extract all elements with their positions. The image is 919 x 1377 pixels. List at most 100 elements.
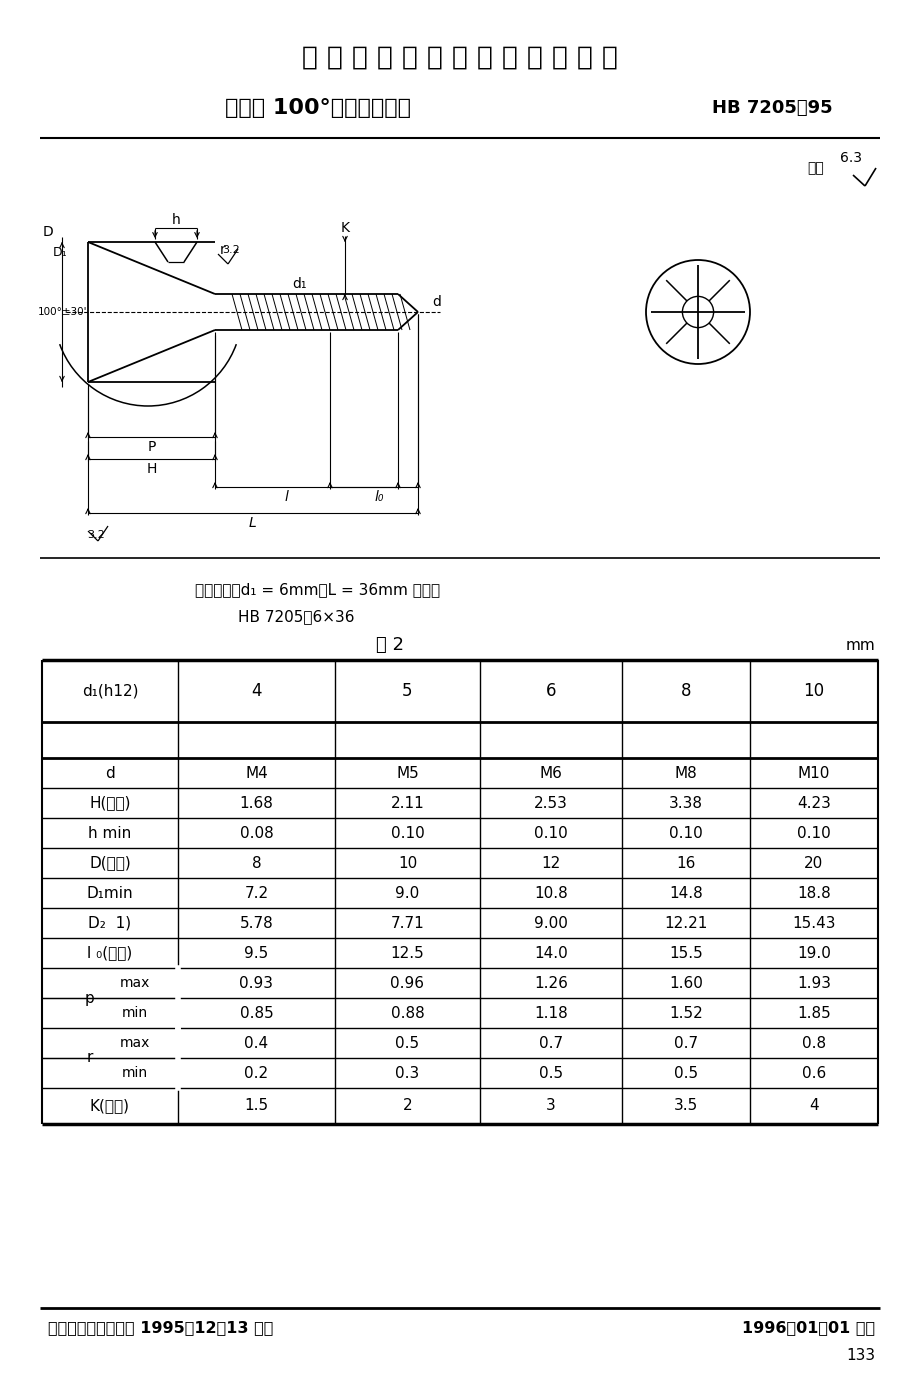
Text: 9.5: 9.5: [244, 946, 268, 961]
Text: M5: M5: [396, 766, 418, 781]
Text: 2: 2: [403, 1099, 412, 1114]
Text: 3: 3: [546, 1099, 555, 1114]
Text: 5: 5: [402, 682, 413, 700]
Text: D₁min: D₁min: [86, 885, 133, 901]
Text: 133: 133: [845, 1348, 874, 1362]
Text: L: L: [249, 516, 256, 530]
Text: 14.8: 14.8: [668, 885, 702, 901]
Text: 6.3: 6.3: [839, 151, 861, 165]
Text: 100°±30': 100°±30': [38, 307, 87, 317]
Text: 12.5: 12.5: [391, 946, 424, 961]
Text: r: r: [86, 1051, 93, 1066]
Text: 1.93: 1.93: [796, 975, 830, 990]
Text: K(参考): K(参考): [90, 1099, 130, 1114]
Text: 10: 10: [802, 682, 823, 700]
Text: 14.0: 14.0: [534, 946, 567, 961]
Text: 10: 10: [397, 855, 416, 870]
Text: l ₀(参考): l ₀(参考): [87, 946, 132, 961]
Text: 表 2: 表 2: [376, 636, 403, 654]
Text: 9.00: 9.00: [534, 916, 567, 931]
Text: d: d: [105, 766, 115, 781]
Text: 0.88: 0.88: [391, 1005, 424, 1020]
Text: 0.3: 0.3: [395, 1066, 419, 1081]
Text: 标记示例：d₁ = 6mm，L = 36mm 的螺栓: 标记示例：d₁ = 6mm，L = 36mm 的螺栓: [195, 582, 439, 598]
Text: M8: M8: [674, 766, 697, 781]
Text: K: K: [340, 220, 349, 235]
Text: 4: 4: [251, 682, 262, 700]
Text: 0.10: 0.10: [534, 825, 567, 840]
Text: 0.85: 0.85: [239, 1005, 273, 1020]
Text: 8: 8: [680, 682, 690, 700]
Text: 1.18: 1.18: [534, 1005, 567, 1020]
Text: l₀: l₀: [374, 490, 383, 504]
Text: M10: M10: [797, 766, 829, 781]
Text: 0.08: 0.08: [239, 825, 273, 840]
Text: d₁: d₁: [292, 277, 307, 291]
Text: H(参考): H(参考): [89, 796, 130, 811]
Text: 9.0: 9.0: [395, 885, 419, 901]
Text: 1.26: 1.26: [534, 975, 567, 990]
Text: M4: M4: [244, 766, 267, 781]
Text: 15.43: 15.43: [791, 916, 834, 931]
Text: 0.5: 0.5: [674, 1066, 698, 1081]
Text: 2.11: 2.11: [391, 796, 424, 811]
Text: 12: 12: [540, 855, 560, 870]
Text: 10.8: 10.8: [534, 885, 567, 901]
Text: max: max: [119, 976, 150, 990]
Text: 8: 8: [252, 855, 261, 870]
Text: 16: 16: [675, 855, 695, 870]
Text: 19.0: 19.0: [796, 946, 830, 961]
Text: 中国航空工业总公司 1995－12－13 发布: 中国航空工业总公司 1995－12－13 发布: [48, 1321, 273, 1336]
Text: 0.8: 0.8: [801, 1036, 825, 1051]
Text: 0.7: 0.7: [674, 1036, 698, 1051]
Text: D₂  1): D₂ 1): [88, 916, 131, 931]
Text: 0.5: 0.5: [539, 1066, 562, 1081]
Text: 4: 4: [809, 1099, 818, 1114]
Text: M6: M6: [539, 766, 562, 781]
Text: 1.68: 1.68: [239, 796, 273, 811]
Text: d: d: [432, 295, 440, 308]
Text: p: p: [85, 990, 95, 1005]
Text: 3.38: 3.38: [668, 796, 702, 811]
Text: 7.2: 7.2: [244, 885, 268, 901]
Text: 7.71: 7.71: [391, 916, 424, 931]
Text: D(参考): D(参考): [89, 855, 130, 870]
Text: 4.23: 4.23: [796, 796, 830, 811]
Text: 1996－01－01 实施: 1996－01－01 实施: [741, 1321, 874, 1336]
Text: r: r: [220, 242, 226, 257]
Text: 0.93: 0.93: [239, 975, 273, 990]
Text: min: min: [121, 1007, 147, 1020]
Text: 1.85: 1.85: [796, 1005, 830, 1020]
Text: 1.60: 1.60: [668, 975, 702, 990]
Text: h: h: [172, 213, 180, 227]
Text: 3.2: 3.2: [87, 530, 105, 540]
Text: 1.52: 1.52: [668, 1005, 702, 1020]
Text: 0.2: 0.2: [244, 1066, 268, 1081]
Text: 1.5: 1.5: [244, 1099, 268, 1114]
Text: max: max: [119, 1036, 150, 1051]
Text: D₁: D₁: [52, 245, 67, 259]
Text: 3.5: 3.5: [673, 1099, 698, 1114]
Text: 20: 20: [803, 855, 823, 870]
Text: h min: h min: [88, 825, 131, 840]
Text: HB 7205－6×36: HB 7205－6×36: [238, 610, 354, 625]
Text: 0.10: 0.10: [668, 825, 702, 840]
Text: mm: mm: [845, 638, 874, 653]
Text: 15.5: 15.5: [668, 946, 702, 961]
Text: 2.53: 2.53: [534, 796, 567, 811]
Text: P: P: [147, 441, 155, 454]
Text: 中 华 人 民 共 和 国 航 空 工 业 标 准: 中 华 人 民 共 和 国 航 空 工 业 标 准: [301, 45, 618, 72]
Text: 18.8: 18.8: [796, 885, 830, 901]
Text: 0.6: 0.6: [801, 1066, 825, 1081]
Text: 12.21: 12.21: [664, 916, 707, 931]
Text: D: D: [42, 224, 53, 240]
Text: 十字槽 100°沉头锥端螺栓: 十字槽 100°沉头锥端螺栓: [225, 98, 411, 118]
Text: 3.2: 3.2: [221, 245, 240, 255]
Text: l: l: [284, 490, 289, 504]
Text: 0.10: 0.10: [391, 825, 424, 840]
Text: 0.5: 0.5: [395, 1036, 419, 1051]
Text: d₁(h12): d₁(h12): [82, 683, 138, 698]
Text: 6: 6: [545, 682, 556, 700]
Text: min: min: [121, 1066, 147, 1080]
Text: 0.7: 0.7: [539, 1036, 562, 1051]
